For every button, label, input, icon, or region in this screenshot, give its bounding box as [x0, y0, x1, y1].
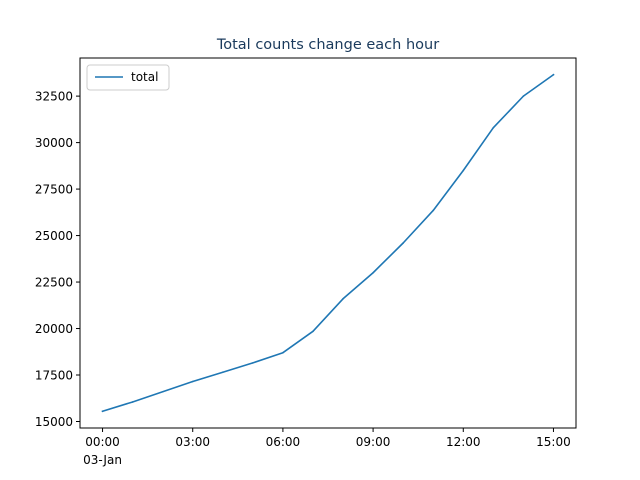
y-tick-label: 22500: [35, 276, 73, 290]
x-tick-label: 15:00: [536, 435, 571, 449]
y-tick-label: 15000: [35, 415, 73, 429]
data-point: [492, 126, 495, 129]
data-point: [101, 410, 104, 413]
data-point: [432, 209, 435, 212]
data-point: [342, 297, 344, 300]
y-tick-label: 30000: [35, 136, 73, 150]
plot-area: [79, 57, 577, 429]
data-point: [252, 362, 254, 364]
data-point: [131, 401, 134, 403]
series-line-total: [101, 73, 555, 413]
data-point: [191, 380, 194, 383]
data-point: [402, 242, 404, 244]
data-point: [372, 271, 374, 274]
data-point: [552, 73, 555, 76]
data-point: [522, 95, 525, 97]
data-point: [221, 371, 224, 374]
chart-title: Total counts change each hour: [216, 37, 439, 53]
legend: total: [86, 64, 170, 91]
y-tick-label: 32500: [35, 90, 73, 104]
x-tick-label: 03:00: [175, 435, 210, 449]
x-tick-sublabel: 03-Jan: [83, 453, 122, 467]
data-point: [312, 330, 314, 333]
y-tick-label: 27500: [35, 183, 73, 197]
data-point: [161, 390, 164, 393]
x-tick-label: 09:00: [356, 435, 391, 449]
y-tick-label: 17500: [35, 369, 73, 383]
legend-label-total: total: [131, 70, 158, 84]
x-tick-label: 00:00: [85, 435, 120, 449]
legend-box: [86, 64, 170, 91]
y-tick-label: 25000: [35, 229, 73, 243]
x-tick-label: 06:00: [266, 435, 301, 449]
y-tick-label: 20000: [35, 322, 73, 336]
data-point: [282, 351, 284, 354]
x-tick-label: 12:00: [446, 435, 481, 449]
data-point: [462, 169, 465, 172]
